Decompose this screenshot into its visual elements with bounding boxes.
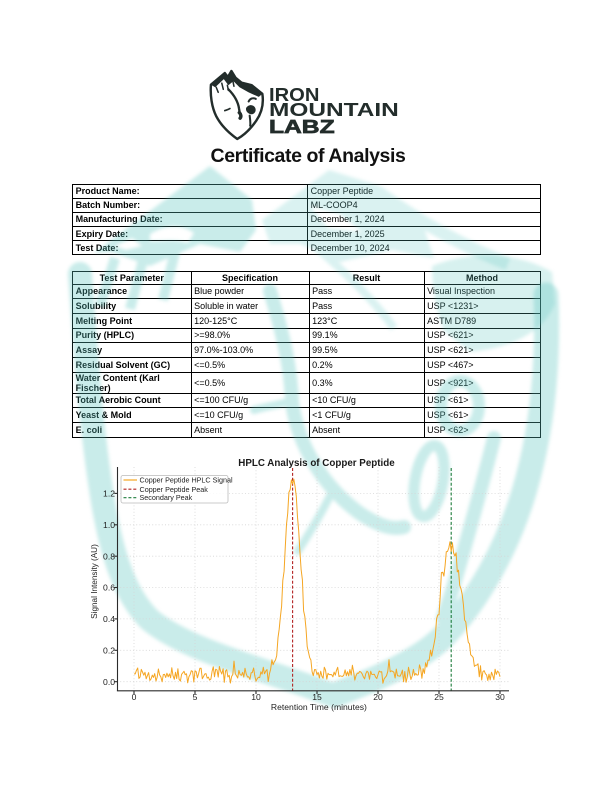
svg-text:1.0: 1.0 (103, 520, 115, 530)
svg-text:30: 30 (495, 692, 505, 702)
svg-text:20: 20 (373, 692, 383, 702)
svg-text:15: 15 (312, 692, 322, 702)
svg-text:Copper Peptide HPLC Signal: Copper Peptide HPLC Signal (140, 476, 233, 485)
svg-text:1.2: 1.2 (103, 489, 115, 499)
svg-text:0: 0 (132, 692, 137, 702)
svg-text:25: 25 (434, 692, 444, 702)
svg-text:0.2: 0.2 (103, 645, 115, 655)
svg-text:10: 10 (251, 692, 261, 702)
svg-text:0.4: 0.4 (103, 614, 115, 624)
svg-text:0.8: 0.8 (103, 551, 115, 561)
svg-text:Secondary Peak: Secondary Peak (140, 493, 193, 502)
svg-text:5: 5 (193, 692, 198, 702)
svg-text:0.6: 0.6 (103, 583, 115, 593)
svg-text:Signal Intensity (AU): Signal Intensity (AU) (90, 544, 99, 619)
svg-text:0.0: 0.0 (103, 677, 115, 687)
svg-text:HPLC Analysis of Copper Peptid: HPLC Analysis of Copper Peptide (238, 458, 395, 469)
svg-text:Copper Peptide Peak: Copper Peptide Peak (140, 485, 209, 494)
svg-text:Retention Time (minutes): Retention Time (minutes) (271, 702, 367, 712)
